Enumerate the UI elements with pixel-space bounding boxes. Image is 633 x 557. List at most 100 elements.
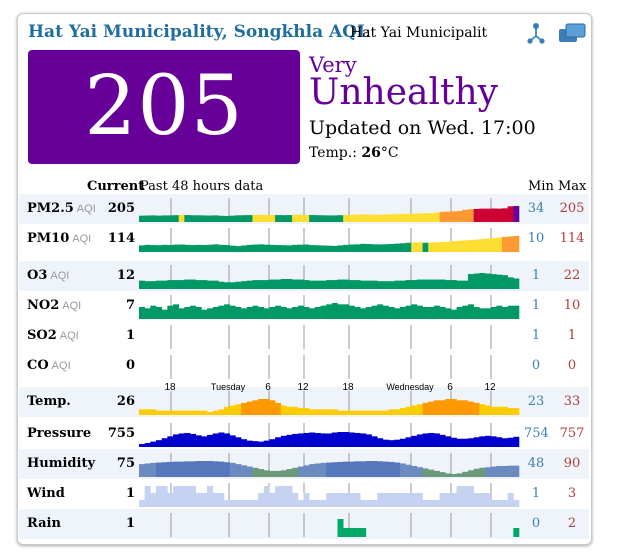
- share-icon[interactable]: [526, 22, 546, 44]
- row-o3[interactable]: O3 AQI 12 1 22: [19, 261, 589, 291]
- row-co[interactable]: CO AQI 0 0 0: [19, 351, 589, 381]
- history-bar: [331, 280, 338, 289]
- history-bar: [439, 241, 446, 252]
- history-bar: [394, 214, 401, 222]
- row-temp[interactable]: Temp. 26 23 33: [19, 387, 589, 417]
- history-bar: [501, 438, 508, 447]
- history-bar: [422, 213, 429, 222]
- history-bar: [462, 240, 469, 252]
- history-bar: [479, 467, 486, 477]
- row-pressure[interactable]: Pressure 755 754 757: [19, 419, 589, 449]
- history-bar: [473, 273, 480, 289]
- aqi-widget-card: Hat Yai Municipality, Songkhla AQI: Hat …: [17, 13, 592, 545]
- history-bar: [229, 282, 236, 289]
- history-bar: [343, 461, 350, 477]
- row-so2[interactable]: SO2 AQI 1 1 1: [19, 321, 589, 351]
- history-bar: [173, 280, 179, 289]
- history-bar: [178, 244, 185, 252]
- history-bar: [473, 493, 480, 507]
- history-bar: [303, 493, 310, 507]
- widget-title[interactable]: Hat Yai Municipality, Songkhla AQI:: [28, 22, 371, 42]
- history-bar: [501, 208, 508, 222]
- history-bar: [184, 486, 191, 507]
- city-name[interactable]: Hat Yai Municipality, Songkhla AQI: [28, 22, 365, 42]
- history-bar: [326, 304, 333, 319]
- history-bar: [156, 462, 162, 477]
- pollutant-name: PM2.5 AQI: [27, 201, 96, 216]
- history-bar: [309, 409, 316, 415]
- screens-icon[interactable]: [558, 23, 586, 43]
- history-bar: [326, 433, 333, 447]
- history-bar: [309, 464, 316, 477]
- history-bar: [399, 438, 406, 447]
- row-no2[interactable]: NO2 AQI 7 1 10: [19, 291, 589, 321]
- history-bar: [439, 434, 446, 447]
- current-value: 26: [116, 394, 135, 409]
- history-bar: [462, 209, 469, 222]
- history-bar: [479, 208, 486, 222]
- history-bar: [360, 528, 367, 537]
- unit-label: AQI: [59, 330, 79, 342]
- history-bar: [343, 528, 350, 537]
- history-bar: [348, 493, 355, 507]
- history-bar: [320, 280, 327, 289]
- pollutant-label: Wind: [27, 486, 65, 501]
- row-rain[interactable]: Rain 1 0 2: [19, 509, 589, 539]
- history-bar: [456, 486, 463, 507]
- row-wind[interactable]: Wind 1 1 3: [19, 479, 589, 509]
- history-bar: [377, 214, 384, 222]
- history-bar: [467, 470, 474, 477]
- history-bar: [212, 493, 219, 507]
- history-bar: [513, 500, 520, 507]
- history-bar: [360, 214, 367, 222]
- history-bar: [343, 279, 350, 289]
- history-bar: [405, 406, 412, 415]
- min-value: 0: [531, 358, 541, 373]
- pollutant-name: Pressure: [27, 426, 91, 441]
- history-bar: [150, 409, 157, 415]
- history-bar: [337, 493, 344, 507]
- history-bar: [371, 410, 378, 415]
- history-bar: [388, 493, 395, 507]
- history-bar: [354, 493, 361, 507]
- history-bar: [144, 409, 151, 415]
- history-bar: [246, 280, 253, 289]
- history-bar: [263, 470, 270, 477]
- row-pm25[interactable]: PM2.5 AQI 205 34 205: [19, 194, 589, 224]
- history-bar: [507, 236, 514, 252]
- history-bar: [496, 500, 503, 507]
- history-bar: [150, 305, 157, 319]
- row-pm10[interactable]: PM10 AQI 114 10 114: [19, 224, 589, 254]
- min-value: 0: [531, 516, 541, 531]
- history-bar: [320, 245, 327, 252]
- history-bar: [388, 461, 395, 477]
- history-bar: [433, 212, 440, 222]
- history-bar: [416, 242, 423, 252]
- history-bar: [399, 280, 406, 289]
- history-bar: [195, 435, 202, 447]
- row-humidity[interactable]: Humidity 75 48 90: [19, 449, 589, 479]
- history-bar: [297, 279, 304, 289]
- history-bar: [297, 214, 304, 222]
- history-bar: [190, 279, 197, 289]
- history-bar: [292, 406, 299, 415]
- history-bar: [167, 410, 174, 415]
- history-bar: [212, 410, 219, 415]
- history-bar: [337, 461, 344, 477]
- pollutant-label: NO2: [27, 298, 60, 313]
- history-bar: [484, 405, 491, 415]
- history-bar: [218, 493, 225, 507]
- history-bar: [377, 281, 384, 289]
- history-bar: [439, 400, 446, 415]
- history-bar: [507, 437, 514, 447]
- history-bar: [456, 473, 463, 477]
- history-bar: [263, 308, 270, 319]
- max-value: 10: [563, 298, 581, 313]
- history-bar: [467, 438, 474, 447]
- history-bar: [229, 500, 236, 507]
- current-value: 1: [125, 328, 135, 343]
- station-select[interactable]: Hat Yai Municipalit: [350, 25, 488, 41]
- history-bar: [212, 307, 219, 319]
- history-bar: [479, 436, 486, 447]
- time-axis-label: 18: [164, 382, 176, 393]
